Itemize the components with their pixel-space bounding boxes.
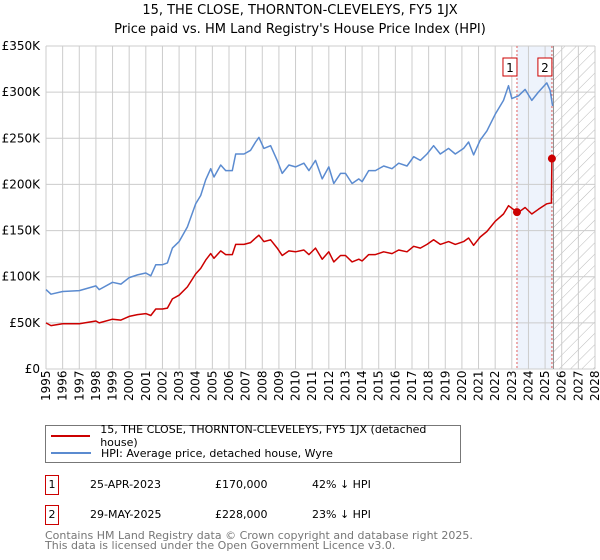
chart-title: 15, THE CLOSE, THORNTON-CLEVELEYS, FY5 1… [142,3,457,18]
x-tick-label: 2028 [588,370,600,401]
sale-row-2: 2 29-MAY-2025 £228,000 23% ↓ HPI [45,505,465,525]
x-tick-label: 1997 [72,370,86,401]
x-tick-label: 2001 [139,370,153,401]
x-tick-label: 1998 [89,370,103,401]
x-tick-label: 2027 [571,370,585,401]
x-tick-label: 1999 [106,370,120,401]
x-tick-label: 2011 [305,370,319,401]
x-tick-label: 1996 [56,370,70,401]
x-tick-label: 1995 [39,370,53,401]
chart-subtitle: Price paid vs. HM Land Registry's House … [114,22,486,37]
sale-price: £170,000 [215,478,268,491]
x-tick-label: 2010 [289,370,303,401]
y-tick-label: £300K [2,85,42,99]
footer-licence: This data is licensed under the Open Gov… [45,539,396,552]
x-tick-label: 2015 [372,370,386,401]
x-tick-label: 2016 [388,370,402,401]
sale-hpi-diff: 42% ↓ HPI [312,478,371,491]
sale-hpi-diff: 23% ↓ HPI [312,508,371,521]
y-tick-label: £350K [2,39,42,53]
x-tick-label: 2012 [322,370,336,401]
y-tick-label: £50K [9,316,41,330]
x-tick-label: 2013 [338,370,352,401]
sale-period-shading [516,46,552,369]
x-tick-label: 2023 [505,370,519,401]
forecast-hatch [553,46,595,369]
sale-date: 29-MAY-2025 [90,508,162,521]
hpi-line [45,82,554,295]
x-tick-label: 2024 [521,370,535,401]
y-tick-label: £150K [2,224,42,238]
legend-label: HPI: Average price, detached house, Wyre [101,446,333,460]
x-tick-label: 2018 [422,370,436,401]
legend-label: 15, THE CLOSE, THORNTON-CLEVELEYS, FY5 1… [100,423,427,449]
sale-label-box [502,57,518,77]
legend-swatch-red [51,435,91,437]
x-tick-label: 2021 [472,370,486,401]
x-tick-label: 2006 [222,370,236,401]
sale-badge: 2 [45,505,59,525]
sale-row-1: 1 25-APR-2023 £170,000 42% ↓ HPI [45,475,465,495]
x-tick-label: 2019 [438,370,452,401]
y-tick-label: £0 [25,362,40,376]
footer-copyright: Contains HM Land Registry data © Crown c… [45,529,473,542]
x-tick-label: 2026 [555,370,569,401]
sale-label: 2 [541,61,549,75]
price-paid-line [45,158,553,327]
x-tick-label: 2005 [205,370,219,401]
sale-point [512,208,521,217]
legend-item-hpi: HPI: Average price, detached house, Wyre [46,445,333,461]
price-chart: 15, THE CLOSE, THORNTON-CLEVELEYS, FY5 1… [2,3,600,401]
x-tick-label: 2020 [455,370,469,401]
x-tick-label: 2002 [155,370,169,401]
x-tick-label: 2004 [189,370,203,401]
x-tick-label: 2007 [239,370,253,401]
x-tick-label: 2009 [272,370,286,401]
legend-item-property: 15, THE CLOSE, THORNTON-CLEVELEYS, FY5 1… [46,423,460,449]
legend-swatch-blue [51,452,91,454]
x-tick-label: 2025 [538,370,552,401]
x-tick-label: 2017 [405,370,419,401]
footer: Contains HM Land Registry data © Crown c… [45,529,473,552]
x-tick-label: 2014 [355,370,369,401]
sale-point [547,154,556,163]
sale-badge: 1 [45,475,59,495]
x-tick-label: 2008 [255,370,269,401]
y-tick-label: £200K [2,177,42,191]
sale-label: 1 [506,61,514,75]
y-tick-label: £250K [2,131,42,145]
x-tick-label: 2003 [172,370,186,401]
sale-label-box [537,57,553,77]
x-tick-label: 2000 [122,370,136,401]
x-tick-label: 2022 [488,370,502,401]
y-tick-label: £100K [2,270,42,284]
sale-price: £228,000 [215,508,268,521]
sale-date: 25-APR-2023 [90,478,162,491]
legend: 15, THE CLOSE, THORNTON-CLEVELEYS, FY5 1… [45,423,461,463]
